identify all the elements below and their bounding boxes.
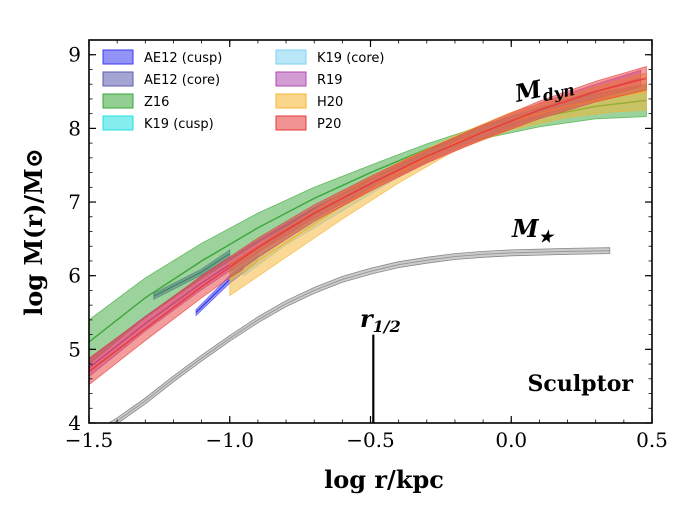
legend-item-k19-cusp: K19 (cusp) bbox=[102, 115, 214, 132]
legend-item-k19-core: K19 (core) bbox=[275, 49, 385, 66]
legend-item-p20: P20 bbox=[275, 115, 341, 132]
legend-item-z16: Z16 bbox=[102, 93, 169, 110]
rhalf-annotation-sub: 1/2 bbox=[373, 317, 401, 336]
legend-swatch bbox=[102, 71, 134, 87]
stellar-mass-band bbox=[107, 247, 611, 423]
x-tick-label: −1.0 bbox=[205, 428, 254, 452]
mstar-annotation-main: M bbox=[511, 214, 540, 243]
band-area-p20 bbox=[89, 65, 647, 386]
legend-item-ae12-core: AE12 (core) bbox=[102, 71, 220, 88]
y-tick-label: 5 bbox=[68, 337, 81, 361]
x-tick-label: −1.5 bbox=[65, 428, 114, 452]
band-p20 bbox=[89, 65, 647, 386]
legend-item-r19: R19 bbox=[275, 71, 343, 88]
x-tick-label: −0.5 bbox=[346, 428, 395, 452]
x-tick-label: 0.5 bbox=[636, 428, 668, 452]
y-tick-label: 9 bbox=[68, 43, 81, 67]
legend-label: K19 (core) bbox=[317, 51, 385, 66]
x-tick-label: 0.0 bbox=[495, 428, 527, 452]
mstar-annotation: M★ bbox=[511, 214, 556, 246]
mdyn-annotation-main: M bbox=[511, 74, 545, 108]
stellar-mass-area bbox=[107, 247, 611, 423]
rhalf-annotation: r1/2 bbox=[360, 304, 401, 336]
y-tick-label: 8 bbox=[68, 116, 81, 140]
legend-swatch bbox=[275, 115, 307, 131]
legend-swatch bbox=[275, 93, 307, 109]
legend-swatch bbox=[102, 49, 134, 65]
legend-swatch bbox=[102, 93, 134, 109]
legend-swatch bbox=[275, 49, 307, 65]
legend-label: K19 (cusp) bbox=[144, 117, 214, 132]
legend-label: H20 bbox=[317, 95, 343, 110]
y-tick-label: 7 bbox=[68, 190, 81, 214]
legend-item-ae12-cusp: AE12 (cusp) bbox=[102, 49, 222, 66]
x-axis-title: log r/kpc bbox=[324, 465, 444, 494]
mstar-annotation-sub: ★ bbox=[539, 227, 556, 246]
axis-ticks: −1.5 −1.0 −0.5 0.0 0.5 4 5 6 7 8 9 bbox=[65, 39, 668, 452]
galaxy-label: Sculptor bbox=[528, 371, 634, 397]
stellar-mass-median bbox=[112, 250, 610, 423]
y-tick-label: 6 bbox=[68, 264, 81, 288]
legend: AE12 (cusp) AE12 (core) Z16 K19 (cusp) K19 (… bbox=[102, 49, 385, 132]
mass-bands bbox=[89, 65, 647, 386]
y-tick-label: 4 bbox=[68, 411, 81, 435]
legend-label: AE12 (cusp) bbox=[144, 51, 222, 66]
legend-label: P20 bbox=[317, 117, 341, 132]
legend-label: R19 bbox=[317, 73, 343, 88]
rhalf-annotation-main: r bbox=[360, 304, 375, 333]
legend-swatch bbox=[102, 115, 134, 131]
legend-label: Z16 bbox=[144, 95, 169, 110]
legend-item-h20: H20 bbox=[275, 93, 343, 110]
legend-label: AE12 (core) bbox=[144, 73, 220, 88]
y-axis-title: log M(r)/M⊙ bbox=[19, 148, 48, 316]
legend-swatch bbox=[275, 71, 307, 87]
band-median-p20 bbox=[89, 77, 647, 372]
